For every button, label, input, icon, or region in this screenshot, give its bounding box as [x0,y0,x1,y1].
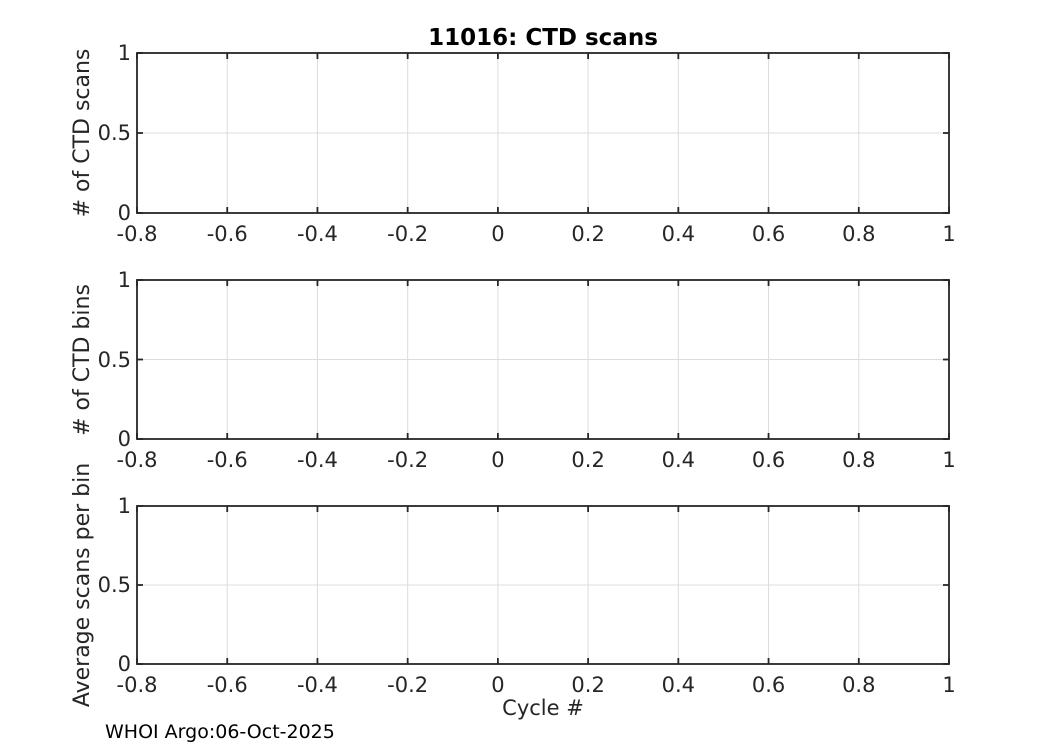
x-tick-label: -0.6 [206,448,248,472]
x-tick-label: 0.2 [571,448,605,472]
x-tick-label: 0 [491,222,505,246]
x-tick-label: 0.8 [842,673,876,697]
x-tick-label: -0.4 [296,448,338,472]
x-tick-label: 0.2 [571,673,605,697]
x-tick-label: 0.8 [842,222,876,246]
x-tick-label: 0.4 [661,673,696,697]
footer-annotation: WHOI Argo:06-Oct-2025 [105,721,335,743]
x-tick-label: -0.2 [387,448,429,472]
x-tick-label: 1 [942,222,956,246]
x-tick-label: 0.6 [751,222,786,246]
subplot-1-axes [136,52,950,214]
x-tick-label: 0.2 [571,222,605,246]
x-tick-label: 0 [491,673,505,697]
x-tick-label: -0.6 [206,673,248,697]
x-tick-label: 0.6 [751,448,786,472]
y-tick-label: 1 [117,494,131,518]
y-tick-label: 0 [117,427,131,451]
subplot-3-axes [136,505,950,665]
y-tick-label: 0 [117,652,131,676]
subplot-2-axes [136,279,950,440]
x-tick-label: -0.8 [116,673,158,697]
x-tick-label: 0 [491,448,505,472]
x-tick-label: 0.4 [661,448,696,472]
x-tick-label: -0.2 [387,673,429,697]
y-tick-label: 0.5 [97,573,131,597]
x-tick-label: -0.2 [387,222,429,246]
x-tick-label: -0.4 [296,673,338,697]
x-tick-label: -0.4 [296,222,338,246]
y-axis-label-subplot-3: Average scans per bin [70,462,95,708]
y-tick-label: 1 [117,268,131,292]
x-tick-label: 0.4 [661,222,696,246]
x-tick-label: 0.8 [842,448,876,472]
x-tick-label: 1 [942,448,956,472]
x-tick-label: -0.8 [116,222,158,246]
y-tick-label: 0.5 [97,121,131,145]
figure-title: 11016: CTD scans [428,25,658,51]
x-axis-label: Cycle # [502,696,584,720]
y-tick-label: 0.5 [97,347,131,372]
y-tick-label: 1 [117,41,131,65]
y-tick-label: 0 [117,201,131,225]
x-tick-label: -0.6 [206,222,248,246]
x-tick-label: 0.6 [751,673,786,697]
x-tick-label: 1 [942,673,956,697]
x-tick-label: -0.8 [116,448,158,472]
